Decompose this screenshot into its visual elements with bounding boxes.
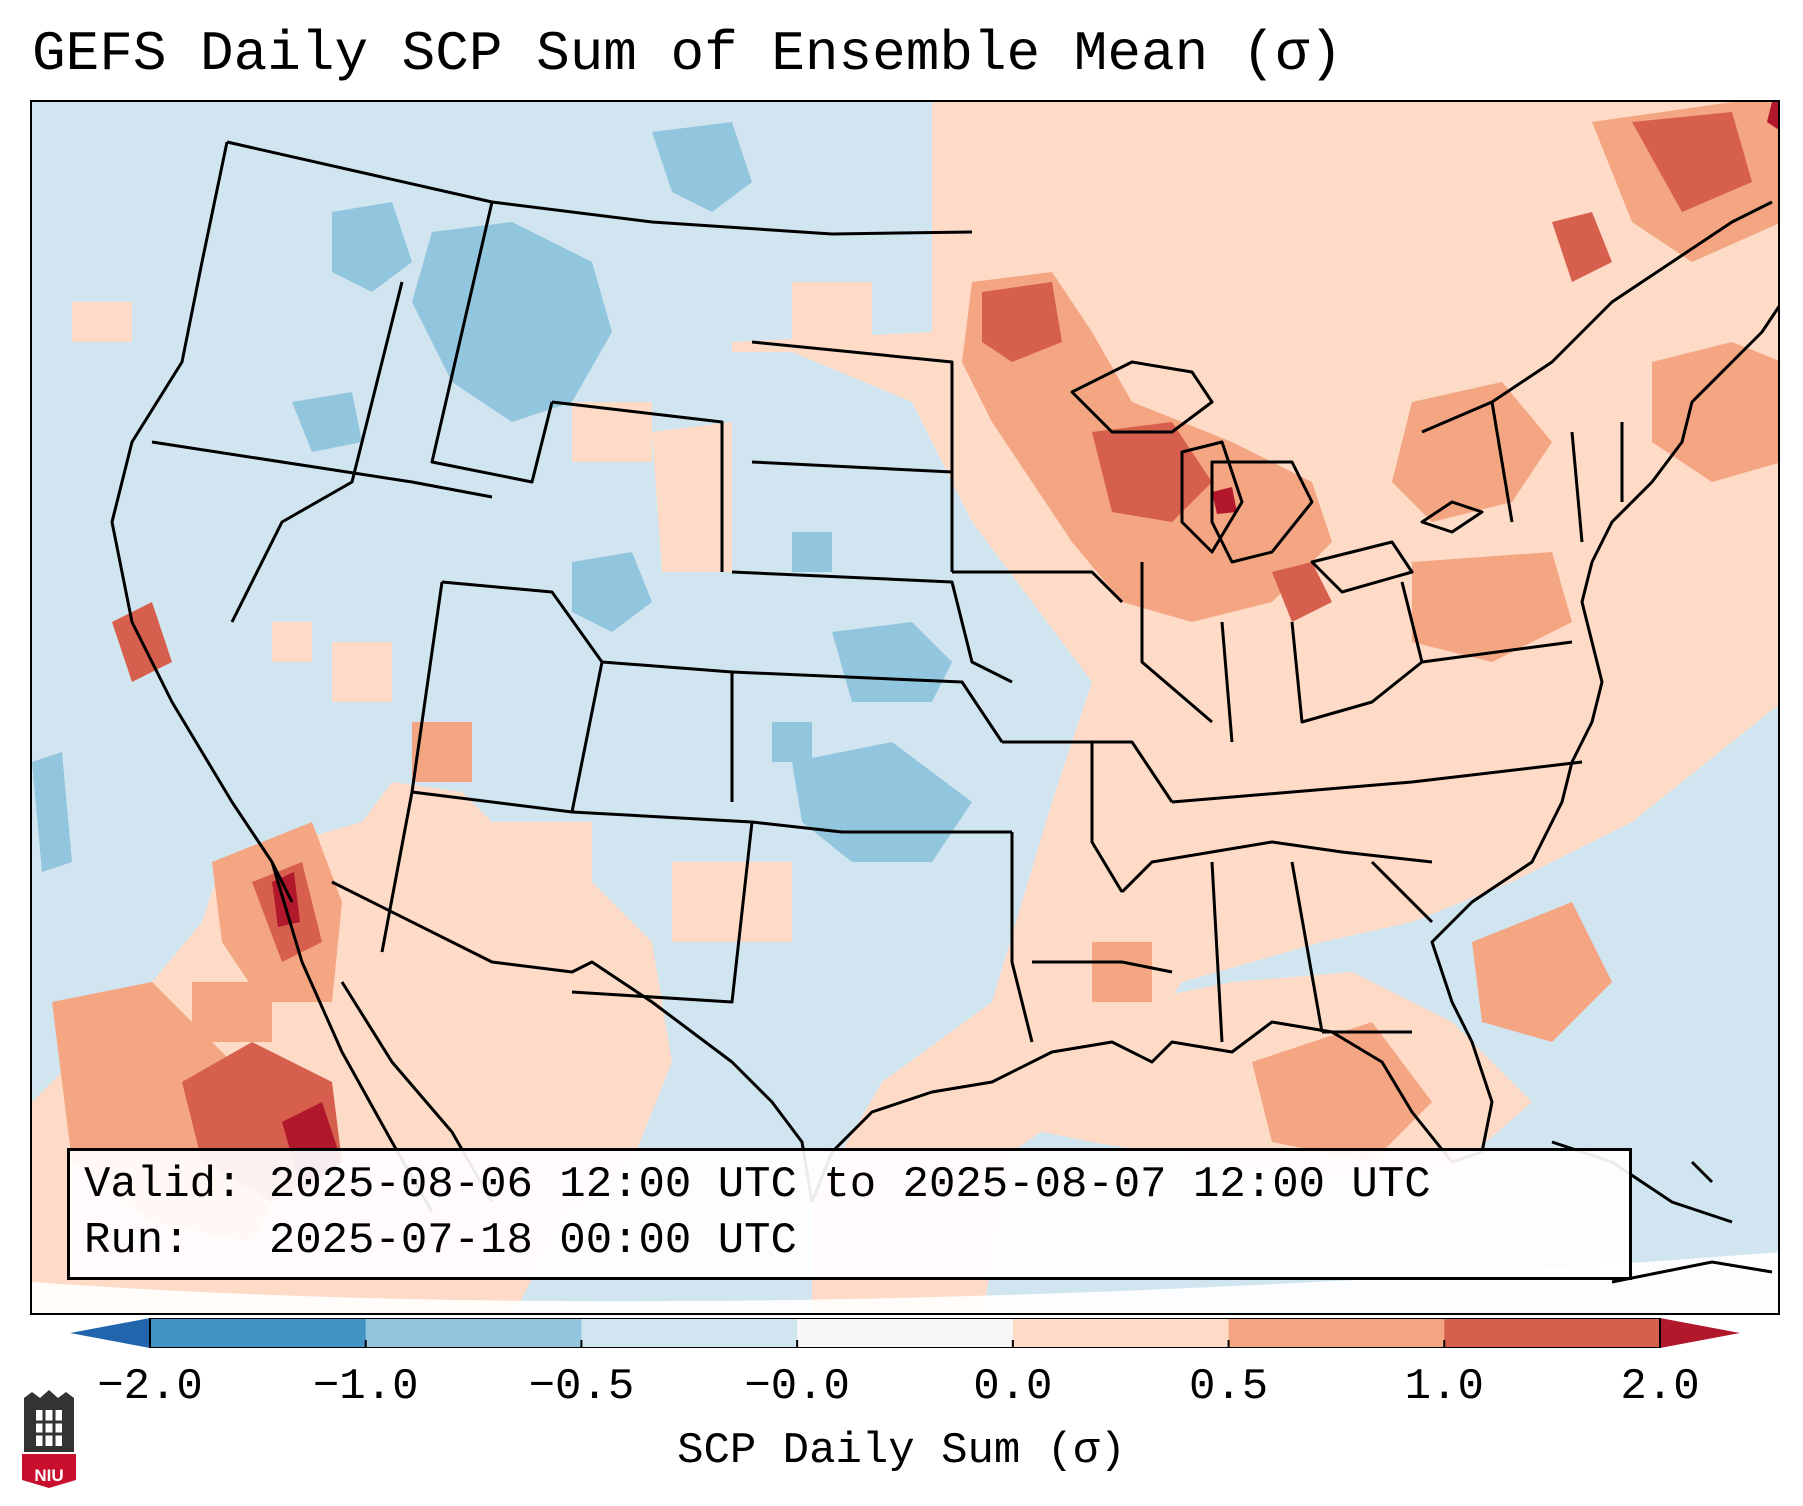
coast-pacific: [110, 141, 294, 903]
colorbar-tick-label: −0.0: [744, 1362, 850, 1412]
logo-text: NIU: [34, 1466, 64, 1485]
colorbar-bin: [797, 1318, 1014, 1348]
colorbar-bin: [1012, 1318, 1230, 1348]
colorbar-tick-label: 0.5: [1188, 1362, 1269, 1412]
niu-logo: [22, 1390, 76, 1488]
border-us-canada: [226, 140, 973, 236]
valid-run-info-box: Valid: 2025-08-06 12:00 UTC to 2025-08-0…: [67, 1148, 1632, 1280]
colorbar: [70, 1318, 1740, 1348]
projection-edge: [32, 1252, 1778, 1313]
colorbar-label: SCP Daily Sum (σ): [677, 1426, 1126, 1476]
colorbar-tick-label: −1.0: [312, 1362, 419, 1412]
chart-title: GEFS Daily SCP Sum of Ensemble Mean (σ): [32, 22, 1343, 86]
valid-value: 2025-08-06 12:00 UTC to 2025-08-07 12:00…: [268, 1160, 1431, 1210]
colorbar-bin: [581, 1318, 798, 1348]
logo-banner-icon: [22, 1454, 76, 1488]
colorbar-bin: [1444, 1318, 1661, 1348]
colorbar-outline: [149, 1318, 1661, 1348]
run-label: Run:: [84, 1216, 190, 1266]
colorbar-under-extension: [70, 1318, 150, 1348]
run-value: 2025-07-18 00:00 UTC: [268, 1216, 797, 1266]
colorbar-over-extension: [1660, 1318, 1740, 1348]
colorbar-bin: [1228, 1318, 1445, 1348]
valid-label: Valid:: [84, 1160, 243, 1210]
colorbar-tick-label: 0.0: [973, 1362, 1053, 1412]
colorbar-tick-label: −2.0: [97, 1362, 203, 1412]
colorbar-tick-label: 2.0: [1620, 1362, 1700, 1412]
colorbar-tick-label: −0.5: [528, 1362, 635, 1412]
map-canvas: [32, 102, 1778, 1313]
map-panel: [30, 100, 1780, 1315]
colorbar-bin: [150, 1318, 367, 1348]
colorbar-bin: [365, 1318, 582, 1348]
colorbar-tick-label: 1.0: [1404, 1362, 1484, 1412]
